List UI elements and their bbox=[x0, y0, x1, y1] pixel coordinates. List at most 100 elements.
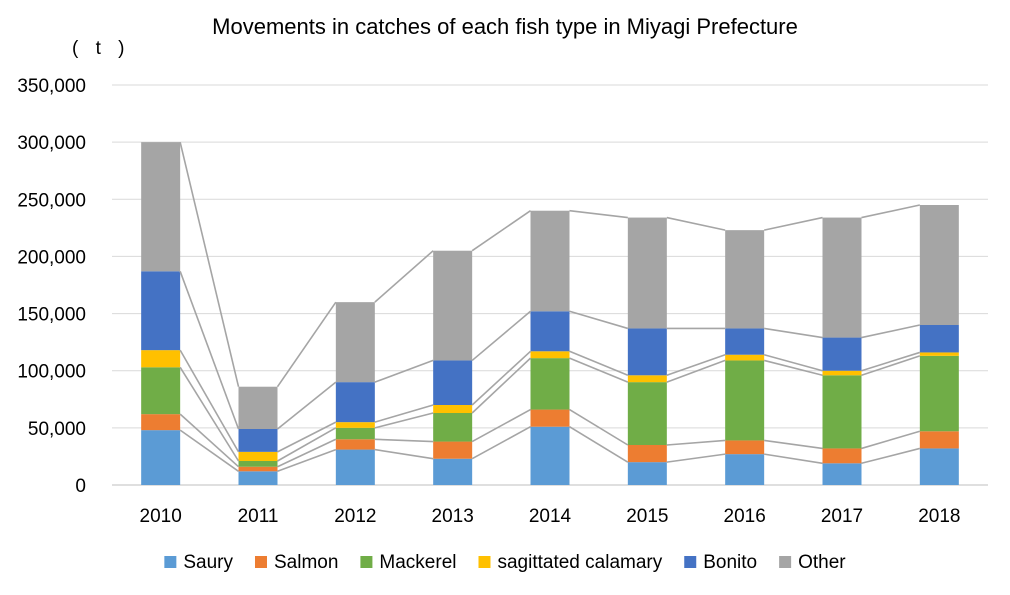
bar-other bbox=[530, 210, 570, 312]
bar-mackerel bbox=[141, 367, 181, 415]
bar-sagittated-calamary bbox=[141, 350, 181, 368]
bar-other bbox=[238, 386, 278, 429]
series-line-saury bbox=[277, 448, 337, 473]
legend-label: Mackerel bbox=[379, 552, 456, 573]
series-line-saury bbox=[569, 426, 629, 463]
legend-swatch bbox=[478, 556, 491, 568]
y-tick-label: 300,000 bbox=[17, 133, 86, 154]
series-line-saury bbox=[374, 448, 434, 460]
legend-label: Saury bbox=[183, 552, 233, 573]
bar-mackerel bbox=[822, 375, 862, 449]
legend-label: Salmon bbox=[274, 552, 338, 573]
series-line-sagittated-calamary bbox=[374, 404, 434, 423]
series-line-mackerel bbox=[179, 366, 240, 462]
legend-item: Salmon bbox=[254, 552, 338, 573]
legend-item: Saury bbox=[164, 552, 233, 573]
bar-sagittated-calamary bbox=[530, 351, 570, 359]
bar-salmon bbox=[238, 466, 278, 472]
x-tick-label: 2017 bbox=[821, 506, 863, 527]
x-tick-label: 2016 bbox=[724, 506, 766, 527]
x-tick-label: 2014 bbox=[529, 506, 572, 527]
bar-bonito bbox=[627, 328, 667, 376]
y-tick-label: 350,000 bbox=[17, 76, 86, 97]
bar-sagittated-calamary bbox=[335, 422, 375, 428]
series-line-salmon bbox=[764, 439, 823, 450]
series-line-mackerel bbox=[569, 357, 629, 383]
series-line-other bbox=[374, 250, 434, 303]
x-tick-label: 2010 bbox=[140, 506, 182, 527]
series-line-bonito bbox=[861, 324, 921, 339]
legend-label: sagittated calamary bbox=[497, 552, 662, 573]
bar-other bbox=[919, 205, 959, 325]
series-line-mackerel bbox=[763, 359, 823, 377]
series-line-mackerel bbox=[666, 359, 726, 383]
bar-sagittated-calamary bbox=[725, 354, 765, 361]
bar-salmon bbox=[627, 445, 667, 463]
series-lines bbox=[179, 141, 921, 473]
bar-saury bbox=[822, 463, 862, 485]
legend-item: Other bbox=[779, 552, 846, 573]
series-line-salmon bbox=[666, 439, 726, 446]
bar-salmon bbox=[530, 409, 570, 427]
legend-swatch bbox=[164, 556, 177, 568]
chart-title: Movements in catches of each fish type i… bbox=[212, 14, 798, 39]
y-tick-label: 100,000 bbox=[17, 362, 86, 383]
series-line-sagittated-calamary bbox=[471, 350, 532, 406]
y-tick-label: 250,000 bbox=[17, 190, 86, 211]
y-tick-label: 0 bbox=[75, 476, 86, 497]
bar-other bbox=[822, 217, 862, 338]
series-line-other bbox=[569, 209, 628, 219]
bar-salmon bbox=[335, 439, 375, 450]
legend-label: Bonito bbox=[703, 552, 757, 573]
series-line-mackerel bbox=[374, 412, 434, 429]
bar-sagittated-calamary bbox=[433, 405, 473, 413]
series-line-other bbox=[276, 301, 337, 388]
bar-saury bbox=[433, 458, 473, 485]
y-axis-unit-label: ( t ) bbox=[72, 38, 131, 59]
series-line-sagittated-calamary bbox=[763, 353, 823, 372]
bar-sagittated-calamary bbox=[238, 451, 278, 461]
series-line-sagittated-calamary bbox=[179, 349, 240, 453]
legend-swatch bbox=[360, 556, 373, 568]
bar-salmon bbox=[725, 440, 765, 455]
bar-saury bbox=[627, 462, 667, 485]
series-line-salmon bbox=[861, 430, 921, 450]
y-tick-label: 50,000 bbox=[28, 419, 86, 440]
bar-saury bbox=[725, 454, 765, 485]
bar-salmon bbox=[433, 441, 473, 459]
bar-other bbox=[433, 250, 473, 361]
series-line-other bbox=[763, 216, 823, 231]
x-tick-label: 2015 bbox=[626, 506, 668, 527]
series-line-bonito bbox=[374, 359, 434, 383]
series-line-mackerel bbox=[861, 355, 921, 377]
bar-other bbox=[725, 230, 765, 329]
series-line-bonito bbox=[179, 271, 240, 430]
bar-bonito bbox=[238, 429, 278, 452]
legend: Saury Salmon Mackerel sagittated calamary Bo… bbox=[164, 552, 846, 573]
series-line-sagittated-calamary bbox=[277, 421, 337, 453]
series-line-salmon bbox=[569, 408, 629, 446]
series-line-saury bbox=[764, 453, 823, 465]
x-tick-label: 2018 bbox=[918, 506, 960, 527]
bar-saury bbox=[530, 426, 570, 485]
bar-saury bbox=[238, 471, 278, 485]
bar-mackerel bbox=[530, 358, 570, 410]
series-line-saury bbox=[471, 426, 531, 460]
bar-sagittated-calamary bbox=[919, 352, 959, 356]
bars bbox=[141, 142, 959, 485]
bar-mackerel bbox=[725, 360, 765, 441]
bar-other bbox=[627, 217, 667, 329]
bar-mackerel bbox=[627, 382, 667, 445]
bar-bonito bbox=[822, 337, 862, 371]
x-axis-ticks: 2010 2011 2012 2013 2014 2015 2016 2017 2018 bbox=[140, 506, 961, 527]
series-line-salmon bbox=[277, 438, 337, 468]
bar-mackerel bbox=[433, 413, 473, 442]
bar-mackerel bbox=[919, 355, 959, 432]
bar-sagittated-calamary bbox=[822, 370, 862, 376]
bar-bonito bbox=[335, 382, 375, 423]
bar-other bbox=[335, 302, 375, 383]
series-line-bonito bbox=[764, 327, 823, 339]
series-line-saury bbox=[861, 447, 921, 465]
